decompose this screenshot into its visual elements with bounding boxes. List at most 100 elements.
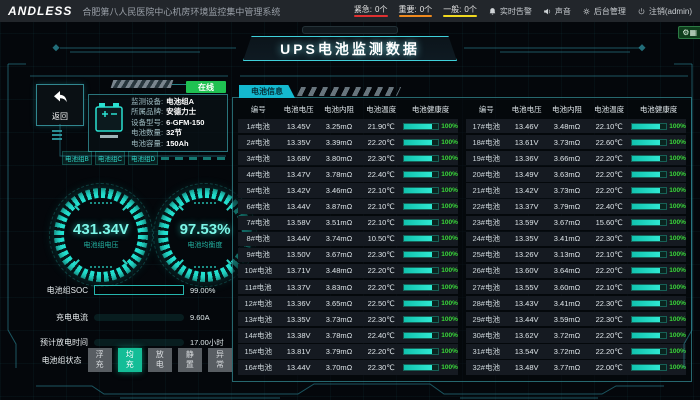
battery-id-cell: 19#电池	[472, 153, 500, 163]
battery-status-button[interactable]: 异常	[207, 348, 233, 372]
table-row: 9#电池 13.50V 3.67mΩ 22.30℃ 100%	[238, 247, 458, 263]
battery-id-cell: 14#电池	[244, 330, 272, 340]
menu-admin[interactable]: 后台管理	[582, 6, 626, 17]
table-row: 19#电池 13.36V 3.66mΩ 22.20℃ 100%	[466, 151, 686, 166]
menu-logout[interactable]: 注销(admin)	[637, 6, 692, 17]
resistance-cell: 3.87mΩ	[325, 202, 353, 212]
column-header: 电池电压	[511, 105, 542, 114]
health-percent-label: 100%	[669, 267, 686, 275]
menu-sound[interactable]: 声音	[543, 6, 571, 17]
battery-status-button[interactable]: 静置	[177, 348, 202, 372]
alarm-underline	[398, 15, 433, 17]
device-info-panel: 监测设备: 电池组A 所属品牌: 安德力士 设备型号: 6-GFM-150 电池数量:…	[88, 94, 228, 152]
battery-status-button[interactable]: 均充	[117, 348, 142, 372]
table-row: 23#电池 13.59V 3.67mΩ 15.60℃ 100%	[466, 215, 686, 230]
meter-value: 99.00%	[190, 285, 216, 295]
top-bar: ANDLESS 合肥第八人民医院中心机房环境监控集中管理系统 紧急: 0个 重要:…	[0, 0, 700, 22]
battery-status-button[interactable]: 放电	[147, 348, 172, 372]
health-percent-label: 100%	[441, 331, 458, 339]
online-status-badge: 在线	[186, 81, 226, 93]
battery-id-cell: 15#电池	[244, 346, 272, 356]
table-row: 18#电池 13.61V 3.73mΩ 22.60℃ 100%	[466, 135, 686, 150]
gauge-label: 电池均衡度	[187, 241, 223, 249]
health-bar	[403, 283, 440, 291]
alarm-count: 0个	[419, 5, 433, 14]
health-cell: 100%	[631, 219, 686, 227]
resistance-cell: 3.65mΩ	[325, 298, 353, 308]
table-header-row: 编号 电池电压 电池内阻 电池温度 电池健康度	[466, 102, 686, 117]
battery-group-tab[interactable]: 电池组D	[128, 151, 159, 165]
column-header: 电池电压	[283, 105, 314, 114]
battery-id-cell: 30#电池	[472, 330, 500, 340]
temperature-cell: 22.20℃	[595, 186, 623, 196]
screen-overlay-badge: ⚙▦	[678, 26, 700, 39]
temperature-cell: 22.30℃	[367, 250, 395, 260]
resistance-cell: 3.60mΩ	[553, 282, 581, 292]
discharge-time-meter: 预计放电时间 17.00小时	[34, 335, 232, 349]
tab-battery-info[interactable]: 电池信息	[239, 85, 295, 98]
battery-id-cell: 16#电池	[244, 363, 272, 373]
gauge-value: 431.34V	[73, 220, 129, 238]
table-row: 30#电池 13.62V 3.72mΩ 22.20℃ 100%	[466, 328, 686, 343]
alarm-count: 0个	[464, 5, 477, 14]
health-percent-label: 100%	[441, 267, 458, 275]
battery-id-cell: 1#电池	[246, 121, 270, 131]
table-row: 1#电池 13.45V 3.25mΩ 21.90℃ 100%	[238, 119, 458, 134]
temperature-cell: 10.50℃	[367, 234, 395, 244]
alarm-underline	[353, 15, 388, 17]
resistance-cell: 3.74mΩ	[325, 234, 353, 244]
battery-group-tab[interactable]: 电池组C	[94, 151, 126, 165]
resistance-cell: 3.67mΩ	[553, 218, 581, 228]
field-value: 6-GFM-150	[166, 117, 205, 127]
battery-id-cell: 6#电池	[246, 202, 270, 212]
menu-realtime-alarm[interactable]: 实时告警	[488, 6, 532, 17]
field-label: 所属品牌:	[131, 107, 164, 117]
temperature-cell: 22.10℃	[367, 202, 395, 212]
table-row: 14#电池 13.38V 3.78mΩ 22.40℃ 100%	[238, 328, 458, 343]
health-percent-label: 100%	[669, 219, 686, 227]
health-percent-label: 100%	[441, 122, 458, 130]
battery-status-button[interactable]: 浮充	[87, 348, 112, 372]
temperature-cell: 22.10℃	[367, 218, 395, 228]
logout-icon	[637, 7, 646, 16]
temperature-cell: 22.20℃	[595, 330, 623, 340]
table-row: 21#电池 13.42V 3.73mΩ 22.20℃ 100%	[466, 183, 686, 198]
voltage-cell: 13.71V	[286, 266, 311, 276]
temperature-cell: 22.20℃	[367, 346, 395, 356]
health-percent-label: 100%	[669, 347, 686, 355]
temperature-cell: 22.20℃	[595, 169, 623, 179]
health-percent-label: 100%	[669, 364, 686, 372]
resistance-cell: 3.79mΩ	[553, 202, 581, 212]
temperature-cell: 22.60℃	[595, 137, 623, 147]
back-button[interactable]: 返回	[36, 84, 84, 126]
health-bar	[403, 154, 440, 162]
table-row: 11#电池 13.37V 3.83mΩ 22.20℃ 100%	[238, 279, 458, 295]
health-bar	[403, 122, 440, 130]
battery-group-tab[interactable]: 电池组B	[62, 151, 92, 165]
voltage-cell: 13.35V	[514, 234, 539, 244]
health-cell: 100%	[631, 267, 686, 275]
voltage-cell: 13.61V	[514, 137, 539, 147]
temperature-cell: 22.30℃	[595, 314, 623, 324]
temperature-cell: 22.20℃	[595, 346, 623, 356]
health-percent-label: 100%	[441, 315, 458, 323]
voltage-cell: 13.58V	[286, 218, 311, 228]
temperature-cell: 21.90℃	[367, 121, 395, 131]
health-bar	[403, 138, 440, 146]
battery-id-cell: 17#电池	[472, 121, 500, 131]
resistance-cell: 3.25mΩ	[325, 121, 353, 131]
column-header: 电池健康度	[639, 105, 678, 114]
voltage-cell: 13.81V	[286, 346, 311, 356]
field-value: 32节	[166, 128, 182, 138]
balance-gauge: 97.53% 电池均衡度	[153, 183, 257, 287]
temperature-cell: 22.30℃	[367, 314, 395, 324]
device-fields: 监测设备: 电池组A 所属品牌: 安德力士 设备型号: 6-GFM-150 电池数量:…	[131, 97, 204, 149]
resistance-cell: 3.73mΩ	[553, 137, 581, 147]
voltage-cell: 13.47V	[286, 169, 311, 179]
health-bar	[403, 170, 440, 178]
meter-label: 充电电流	[56, 312, 88, 322]
health-bar	[403, 331, 440, 339]
health-cell: 100%	[403, 299, 458, 307]
battery-status-row: 电池组状态 浮充 均充 放电 静置 异常	[34, 348, 233, 372]
battery-id-cell: 4#电池	[246, 169, 270, 179]
